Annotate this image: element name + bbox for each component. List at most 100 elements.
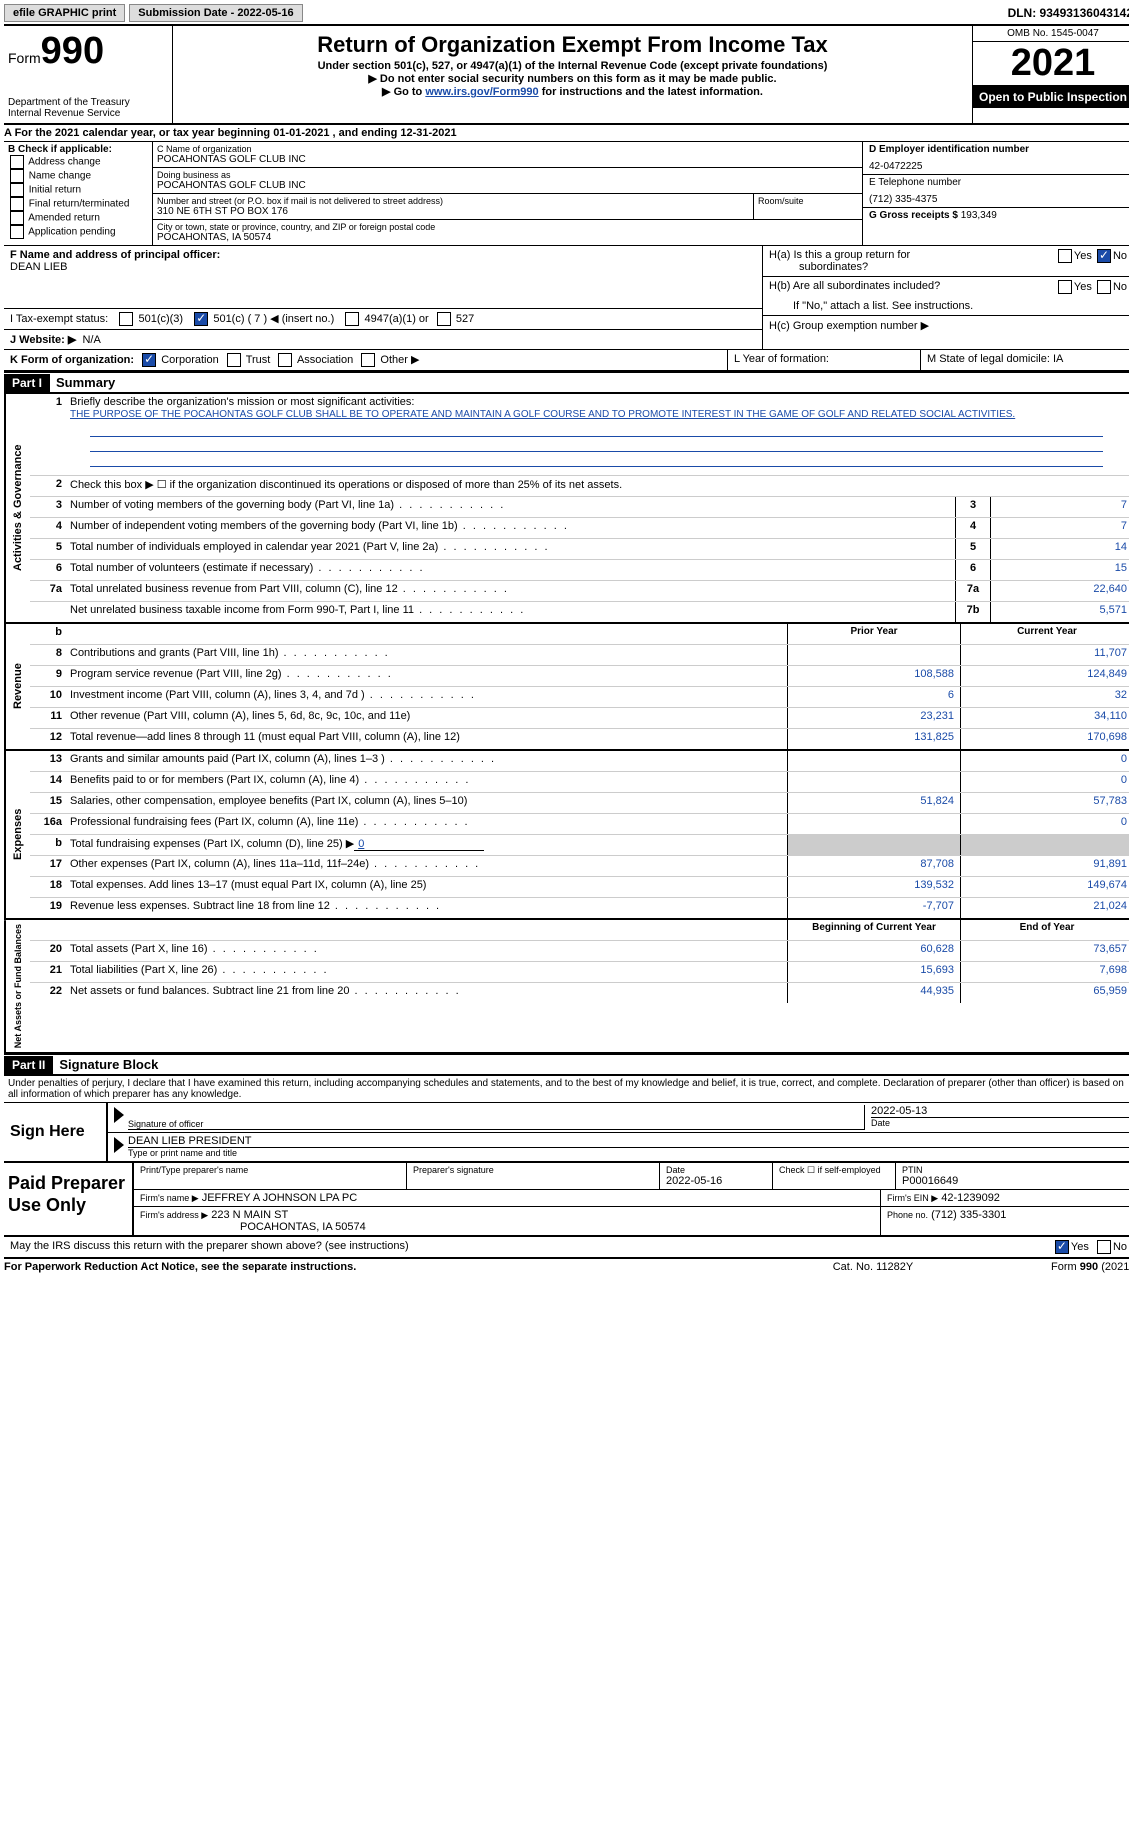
b-label: B Check if applicable: — [8, 144, 148, 155]
line6-desc: Total number of volunteers (estimate if … — [66, 560, 955, 580]
org-name: POCAHONTAS GOLF CLUB INC — [157, 154, 858, 165]
line13-desc: Grants and similar amounts paid (Part IX… — [66, 751, 787, 771]
ha-no[interactable] — [1097, 249, 1111, 263]
line13-prior — [787, 751, 960, 771]
firm-addr-label: Firm's address ▶ — [140, 1210, 208, 1220]
checkbox-address[interactable]: Address change — [8, 155, 148, 169]
line10-prior: 6 — [787, 687, 960, 707]
website-label: J Website: ▶ — [10, 334, 76, 346]
ptin-label: PTIN — [902, 1165, 1127, 1175]
line16a-prior — [787, 814, 960, 834]
side-activities: Activities & Governance — [4, 394, 30, 622]
line8-current: 11,707 — [960, 645, 1129, 665]
line17-prior: 87,708 — [787, 856, 960, 876]
discuss-no[interactable] — [1097, 1240, 1111, 1254]
note-link: ▶ Go to www.irs.gov/Form990 for instruct… — [177, 85, 968, 98]
line7a-desc: Total unrelated business revenue from Pa… — [66, 581, 955, 601]
line7b-desc: Net unrelated business taxable income fr… — [66, 602, 955, 622]
line4-val: 7 — [990, 518, 1129, 538]
line15-prior: 51,824 — [787, 793, 960, 813]
firm-addr2: POCAHONTAS, IA 50574 — [140, 1221, 366, 1233]
line22-desc: Net assets or fund balances. Subtract li… — [66, 983, 787, 1003]
room-label: Room/suite — [754, 194, 862, 219]
activities-section: Activities & Governance 1 Briefly descri… — [4, 394, 1129, 624]
blank-line — [90, 452, 1103, 467]
checkbox-501c[interactable] — [194, 312, 208, 326]
part2-title: Signature Block — [53, 1055, 164, 1074]
gross-label: G Gross receipts $ — [869, 210, 958, 221]
dba-name: POCAHONTAS GOLF CLUB INC — [157, 180, 858, 191]
line8-prior — [787, 645, 960, 665]
line21-desc: Total liabilities (Part X, line 26) — [66, 962, 787, 982]
phone-label: Phone no. — [887, 1210, 928, 1220]
checkbox-527[interactable] — [437, 312, 451, 326]
checkbox-501c3[interactable] — [119, 312, 133, 326]
preparer-label: Paid Preparer Use Only — [4, 1163, 132, 1235]
irs-link[interactable]: www.irs.gov/Form990 — [425, 86, 538, 98]
netassets-section: Net Assets or Fund Balances Beginning of… — [4, 920, 1129, 1054]
row-k-l-m: K Form of organization: Corporation Trus… — [4, 350, 1129, 372]
phone: (712) 335-3301 — [931, 1209, 1006, 1221]
arrow-icon — [114, 1107, 124, 1123]
checkbox-name[interactable]: Name change — [8, 169, 148, 183]
note-ssn: ▶ Do not enter social security numbers o… — [177, 72, 968, 85]
line22-prior: 44,935 — [787, 983, 960, 1003]
prep-date-label: Date — [666, 1165, 766, 1175]
checkbox-final[interactable]: Final return/terminated — [8, 197, 148, 211]
line15-current: 57,783 — [960, 793, 1129, 813]
k-label: K Form of organization: — [10, 354, 134, 366]
line17-desc: Other expenses (Part IX, column (A), lin… — [66, 856, 787, 876]
city: POCAHONTAS, IA 50574 — [157, 232, 858, 243]
calendar-year: A For the 2021 calendar year, or tax yea… — [4, 125, 1129, 142]
line8-desc: Contributions and grants (Part VIII, lin… — [66, 645, 787, 665]
line7a-val: 22,640 — [990, 581, 1129, 601]
line20-prior: 60,628 — [787, 941, 960, 961]
line11-desc: Other revenue (Part VIII, column (A), li… — [66, 708, 787, 728]
line18-desc: Total expenses. Add lines 13–17 (must eq… — [66, 877, 787, 897]
part1-title: Summary — [50, 373, 121, 392]
checkbox-amended[interactable]: Amended return — [8, 211, 148, 225]
line14-current: 0 — [960, 772, 1129, 792]
part2-header: Part II Signature Block — [4, 1054, 1129, 1076]
firm-name-label: Firm's name ▶ — [140, 1193, 199, 1203]
tax-exempt-label: I Tax-exempt status: — [10, 313, 108, 325]
footer-right: Form 990 (2021) — [973, 1261, 1129, 1273]
efile-print-button[interactable]: efile GRAPHIC print — [4, 4, 125, 22]
firm-ein-label: Firm's EIN ▶ — [887, 1193, 938, 1203]
expenses-section: Expenses 13Grants and similar amounts pa… — [4, 751, 1129, 920]
checkbox-assoc[interactable] — [278, 353, 292, 367]
year-formation: L Year of formation: — [727, 350, 920, 370]
discuss-yes[interactable] — [1055, 1240, 1069, 1254]
checkbox-initial[interactable]: Initial return — [8, 183, 148, 197]
checkbox-corp[interactable] — [142, 353, 156, 367]
line11-current: 34,110 — [960, 708, 1129, 728]
form-header: Form990 Department of the Treasury Inter… — [4, 26, 1129, 125]
line12-current: 170,698 — [960, 729, 1129, 749]
side-expenses: Expenses — [4, 751, 30, 918]
section-b-c-d: B Check if applicable: Address change Na… — [4, 142, 1129, 246]
checkbox-4947[interactable] — [345, 312, 359, 326]
hb-label: H(b) Are all subordinates included? — [769, 280, 940, 292]
penalties-text: Under penalties of perjury, I declare th… — [4, 1076, 1129, 1103]
line5-desc: Total number of individuals employed in … — [66, 539, 955, 559]
hb-yes[interactable] — [1058, 280, 1072, 294]
mission-text: THE PURPOSE OF THE POCAHONTAS GOLF CLUB … — [70, 409, 1015, 420]
form-label: Form — [8, 50, 41, 66]
signer-name: DEAN LIEB PRESIDENT — [128, 1135, 1129, 1148]
begin-year-header: Beginning of Current Year — [787, 920, 960, 940]
footer-left: For Paperwork Reduction Act Notice, see … — [4, 1261, 773, 1273]
line16a-current: 0 — [960, 814, 1129, 834]
line19-current: 21,024 — [960, 898, 1129, 918]
sign-section: Sign Here Signature of officer 2022-05-1… — [4, 1103, 1129, 1163]
checkbox-trust[interactable] — [227, 353, 241, 367]
line3-val: 7 — [990, 497, 1129, 517]
hb-no[interactable] — [1097, 280, 1111, 294]
part1-tag: Part I — [4, 374, 50, 392]
line18-prior: 139,532 — [787, 877, 960, 897]
ha-yes[interactable] — [1058, 249, 1072, 263]
sig-officer-label: Signature of officer — [128, 1119, 864, 1129]
firm-name: JEFFREY A JOHNSON LPA PC — [202, 1192, 357, 1204]
checkbox-pending[interactable]: Application pending — [8, 225, 148, 239]
checkbox-other[interactable] — [361, 353, 375, 367]
prep-print-label: Print/Type preparer's name — [132, 1163, 406, 1189]
